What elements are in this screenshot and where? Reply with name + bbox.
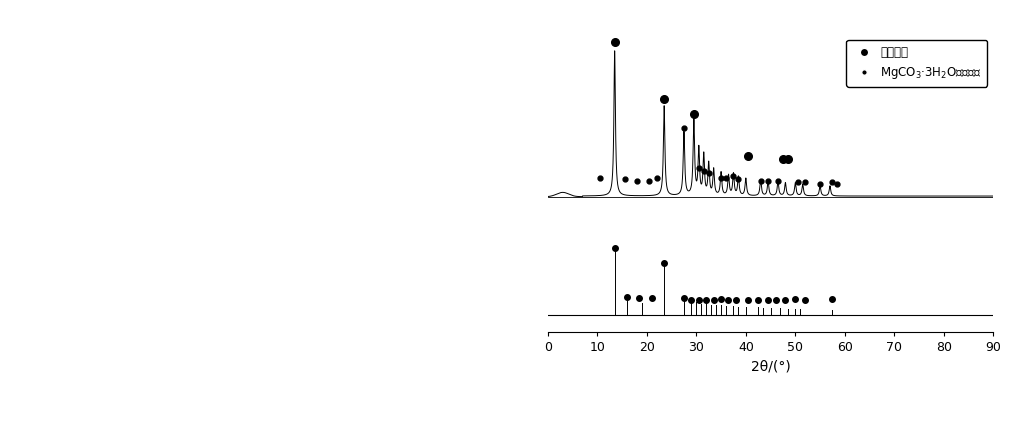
Legend: 测试图谱, MgCO$_3$·3H$_2$O标准图谱: 测试图谱, MgCO$_3$·3H$_2$O标准图谱: [846, 40, 987, 87]
X-axis label: 2θ/(°): 2θ/(°): [751, 359, 791, 373]
